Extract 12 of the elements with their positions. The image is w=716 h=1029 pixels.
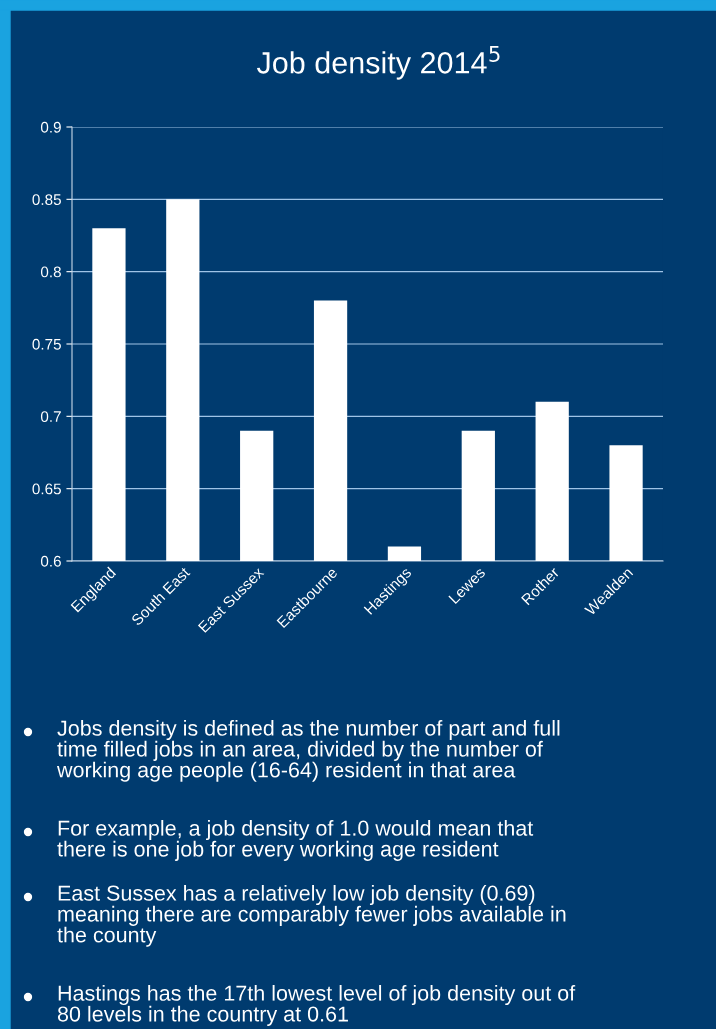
y-tick-label: 0.6 [40, 555, 61, 567]
text: Hastings has the 17th lowest level of job density out of 80 levels in the country at 0.61 [57, 985, 576, 1026]
text: For example, a job density of 1.0 would mean that there is one job for every working age resident [57, 820, 534, 861]
y-tick-label: 0.85 [32, 194, 61, 206]
y-tick-label: 0.9 [40, 121, 61, 133]
text: Jobs density is defined as the number of part and full time filled jobs in an area, divided by the number of working age people (16-64) resident in that area [56, 720, 560, 782]
text: East Sussex has a relatively low job density (0.69) meaning there are comparably fewer jobs available in the county [57, 885, 566, 947]
chart-title: Job density 2014$^{5}$ [256, 46, 500, 80]
y-tick-label: 0.75 [32, 338, 61, 350]
y-tick-label: 0.65 [32, 483, 61, 495]
y-tick-label: 0.8 [40, 266, 61, 278]
y-tick-label: 0.7 [40, 411, 61, 423]
